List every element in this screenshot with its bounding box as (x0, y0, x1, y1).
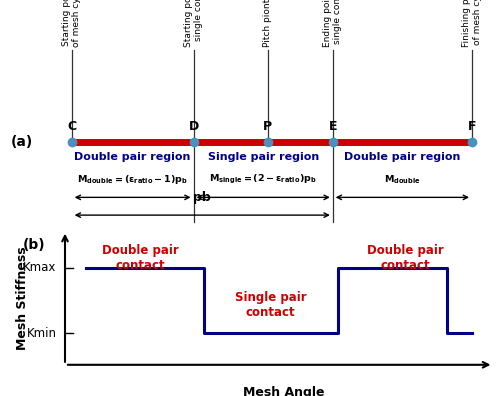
Text: C: C (67, 120, 76, 133)
Text: Starting point
of mesh cycle: Starting point of mesh cycle (62, 0, 82, 47)
Text: Mesh Stiffness: Mesh Stiffness (16, 246, 30, 350)
Text: Double pair region: Double pair region (344, 152, 461, 162)
Text: P: P (263, 120, 272, 133)
Text: Mesh Angle: Mesh Angle (242, 386, 324, 396)
Text: D: D (188, 120, 198, 133)
Text: pb: pb (194, 191, 211, 204)
Text: (a): (a) (11, 135, 33, 149)
Text: Finishing point
of mesh cycle: Finishing point of mesh cycle (462, 0, 481, 47)
Text: (b): (b) (23, 238, 46, 252)
Text: Single pair
contact: Single pair contact (235, 291, 306, 319)
Text: Kmin: Kmin (26, 327, 56, 340)
Text: Double pair region: Double pair region (74, 152, 191, 162)
Text: Double pair
contact: Double pair contact (367, 244, 444, 272)
Text: Single pair region: Single pair region (208, 152, 319, 162)
Text: Double pair
contact: Double pair contact (102, 244, 179, 272)
Text: E: E (328, 120, 337, 133)
Text: F: F (468, 120, 476, 133)
Text: Ending point of
single contact: Ending point of single contact (323, 0, 342, 47)
Text: $\mathbf{M_{double}=(\varepsilon_{ratio}-1)p_b}$: $\mathbf{M_{double}=(\varepsilon_{ratio}… (78, 173, 188, 186)
Text: $\mathbf{M_{double}}$: $\mathbf{M_{double}}$ (384, 173, 420, 186)
Text: Pitch piont: Pitch piont (263, 0, 272, 47)
Text: $\mathbf{M_{single}=(2-\varepsilon_{ratio})p_b}$: $\mathbf{M_{single}=(2-\varepsilon_{rati… (210, 173, 317, 186)
Text: Starting point of
single contact: Starting point of single contact (184, 0, 203, 47)
Text: Kmax: Kmax (23, 261, 56, 274)
